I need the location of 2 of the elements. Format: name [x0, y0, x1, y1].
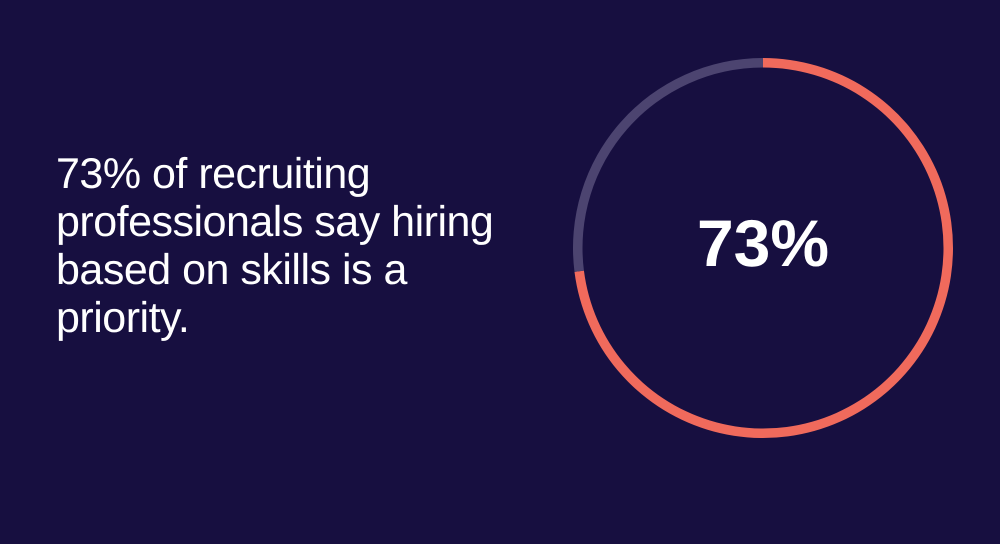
text: 73% of recruiting professionals say hiring based on skills is a priority. — [56, 150, 494, 342]
data-label: 73% — [696, 206, 830, 280]
